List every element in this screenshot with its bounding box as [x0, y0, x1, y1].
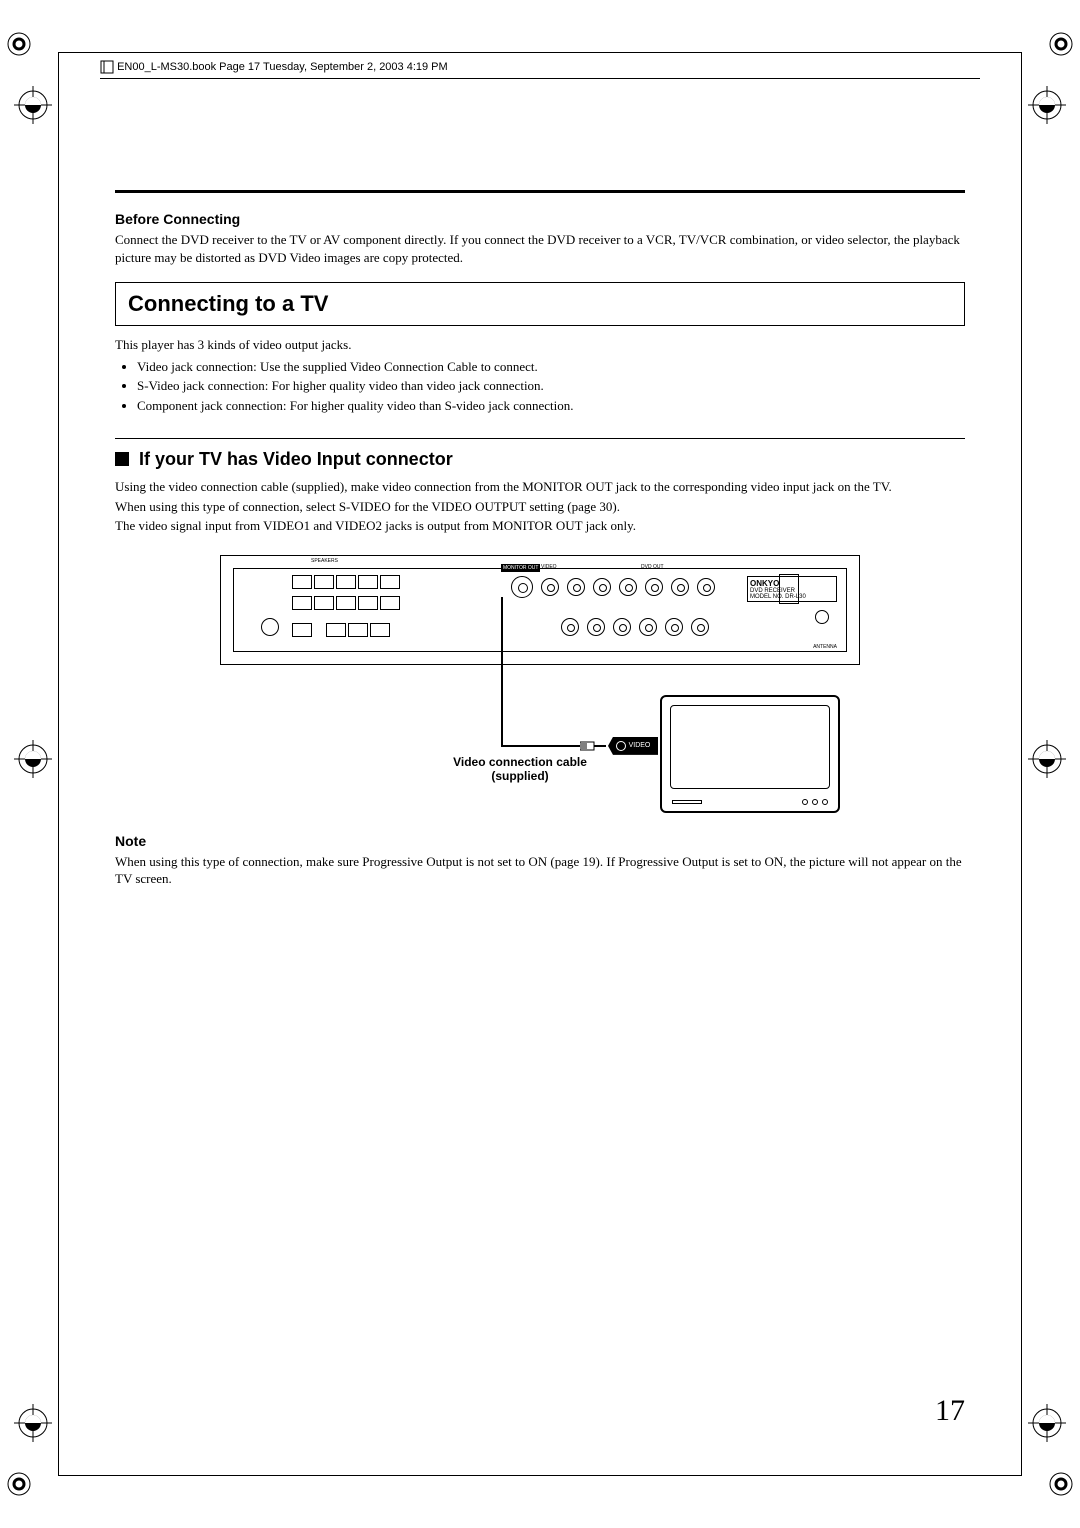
book-header: EN00_L-MS30.book Page 17 Tuesday, Septem… [100, 60, 980, 79]
bullet-item: Video jack connection: Use the supplied … [137, 358, 965, 376]
cable-label: Video connection cable (supplied) [435, 755, 605, 783]
book-info-text: EN00_L-MS30.book Page 17 Tuesday, Septem… [117, 61, 448, 73]
bullet-item: S-Video jack connection: For higher qual… [137, 377, 965, 395]
registration-mark-icon [14, 1404, 52, 1442]
dvd-out-label: DVD OUT [641, 564, 664, 570]
book-icon [100, 60, 114, 74]
section-title: Connecting to a TV [128, 291, 328, 316]
tv-illustration [660, 695, 840, 813]
section-title-box: Connecting to a TV [115, 282, 965, 326]
speaker-terminals [291, 574, 491, 646]
note-heading: Note [115, 833, 965, 849]
video-jacks-row [541, 578, 715, 596]
subwoofer-jack [261, 618, 279, 636]
before-text: Connect the DVD receiver to the TV or AV… [115, 231, 965, 266]
tv-video-jack-callout: VIDEO [608, 737, 658, 755]
registration-mark-icon [1028, 740, 1066, 778]
subsection-p3: The video signal input from VIDEO1 and V… [115, 517, 965, 535]
crop-mark-icon [5, 1470, 33, 1498]
cable-label-line2: (supplied) [435, 769, 605, 783]
registration-mark-icon [14, 740, 52, 778]
crop-mark-icon [5, 30, 33, 58]
tv-jack-text: VIDEO [629, 742, 651, 749]
crop-mark-icon [1047, 1470, 1075, 1498]
before-heading: Before Connecting [115, 211, 965, 227]
top-rule [115, 190, 965, 193]
registration-mark-icon [1028, 86, 1066, 124]
monitor-out-label: MONITOR OUT [501, 564, 540, 572]
registration-mark-icon [14, 86, 52, 124]
subsection-heading-text: If your TV has Video Input connector [139, 449, 453, 469]
bullet-list: Video jack connection: Use the supplied … [115, 358, 965, 415]
section-intro: This player has 3 kinds of video output … [115, 336, 965, 354]
audio-jacks-row [561, 618, 709, 636]
thin-rule [115, 438, 965, 439]
cable-vertical [501, 597, 503, 747]
cable-label-line1: Video connection cable [435, 755, 605, 769]
rca-plug-icon [580, 738, 606, 754]
bullet-item: Component jack connection: For higher qu… [137, 397, 965, 415]
crop-mark-icon [1047, 30, 1075, 58]
note-text: When using this type of connection, make… [115, 853, 965, 888]
square-bullet-icon [115, 452, 129, 466]
subsection-heading: If your TV has Video Input connector [115, 449, 965, 470]
antenna-label: ANTENNA [813, 644, 837, 650]
receiver-back-panel: SPEAKERS MONITOR OUT VIDEO DVD OUT ONKYO… [220, 555, 860, 665]
subsection-p2: When using this type of connection, sele… [115, 498, 965, 516]
page-number: 17 [935, 1394, 965, 1428]
subsection-p1: Using the video connection cable (suppli… [115, 478, 965, 496]
connection-diagram: SPEAKERS MONITOR OUT VIDEO DVD OUT ONKYO… [200, 555, 880, 815]
speakers-label: SPEAKERS [311, 558, 338, 564]
monitor-out-jack [511, 576, 533, 598]
antenna-jack [815, 610, 829, 624]
registration-mark-icon [1028, 1404, 1066, 1442]
page-content: Before Connecting Connect the DVD receiv… [115, 190, 965, 900]
video-section-label: VIDEO [541, 564, 557, 570]
am-loop [779, 574, 799, 604]
